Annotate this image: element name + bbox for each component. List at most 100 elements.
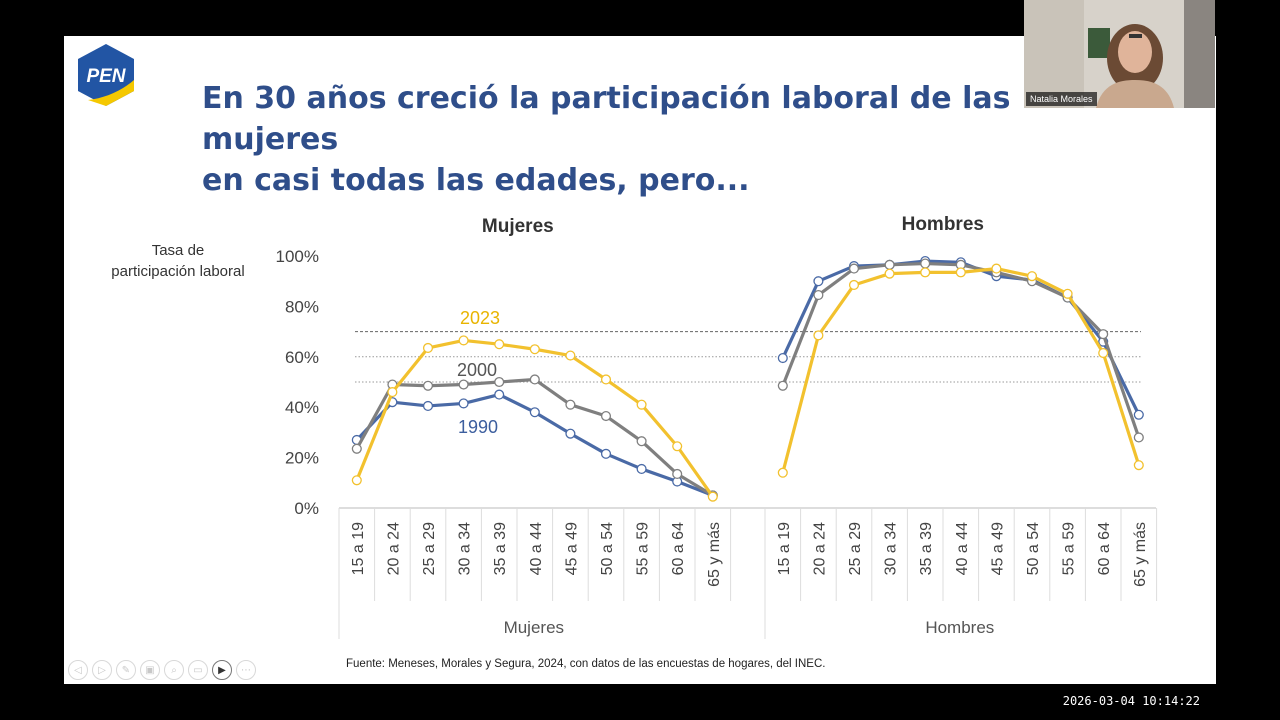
- pen-logo: PEN: [78, 44, 134, 106]
- timestamp: 2026-03-04 10:14:22: [1062, 694, 1200, 708]
- data-point-2000: [920, 258, 931, 269]
- data-point-2023: [1062, 288, 1073, 299]
- x-tick-label: 35 a 39: [918, 522, 935, 575]
- data-point-2000: [494, 376, 505, 388]
- toolbar-button-0[interactable]: ◁: [68, 660, 88, 680]
- y-tick-label: 60%: [285, 348, 319, 367]
- group-label: Mujeres: [504, 618, 564, 637]
- data-point-2000: [777, 380, 788, 391]
- data-point-1990: [458, 398, 469, 409]
- data-point-2023: [1026, 271, 1038, 282]
- toolbar-button-2[interactable]: ✎: [116, 660, 136, 680]
- participation-chart: Tasa de participación laboral 0% 20% 40% 60% 8…: [111, 214, 1158, 639]
- logo-text: PEN: [86, 66, 126, 87]
- participant-name: Natalia Morales: [1026, 92, 1097, 106]
- x-tick-label: 40 a 44: [528, 522, 545, 575]
- slide-title: En 30 años creció la participación labor…: [202, 78, 1122, 201]
- x-tick-label: 65 y más: [1132, 522, 1149, 587]
- title-line-1: En 30 años creció la participación labor…: [202, 81, 1011, 157]
- toolbar-button-7[interactable]: ⋯: [236, 660, 256, 680]
- series-label-2023: 2023: [460, 308, 500, 328]
- data-point-2023: [1133, 460, 1144, 471]
- source-note: Fuente: Meneses, Morales y Segura, 2024,…: [346, 658, 826, 670]
- data-point-2023: [955, 267, 966, 278]
- x-tick-label: 30 a 34: [883, 522, 900, 575]
- data-point-2000: [600, 410, 612, 422]
- data-point-2023: [351, 475, 362, 486]
- x-tick-label: 35 a 39: [492, 522, 509, 575]
- x-tick-label: 50 a 54: [1025, 522, 1042, 575]
- data-point-2000: [351, 443, 362, 454]
- series-line-2023: [781, 267, 1141, 474]
- toolbar-button-6[interactable]: ▶: [212, 660, 232, 680]
- x-tick-label: 60 a 64: [670, 522, 687, 575]
- data-point-1990: [777, 353, 788, 364]
- y-axis-label: participación laboral: [111, 263, 244, 280]
- series-line-2000: [355, 377, 714, 497]
- slide: PEN En 30 años creció la participación l…: [64, 36, 1216, 684]
- data-point-2023: [387, 387, 398, 398]
- data-point-2023: [777, 467, 788, 478]
- data-point-2000: [884, 259, 895, 270]
- data-point-1990: [1133, 409, 1144, 420]
- toolbar-button-4[interactable]: ⌕: [164, 660, 184, 680]
- x-tick-label: 50 a 54: [599, 522, 616, 575]
- panel-title: Hombres: [902, 214, 984, 235]
- data-point-1990: [813, 276, 824, 287]
- y-tick-label: 40%: [285, 398, 319, 417]
- data-point-1990: [600, 448, 612, 459]
- data-point-1990: [529, 407, 540, 418]
- webcam-image: [1024, 0, 1215, 108]
- data-point-2000: [636, 436, 647, 447]
- x-tick-label: 25 a 29: [847, 522, 864, 575]
- data-point-2023: [707, 491, 718, 502]
- data-point-2023: [672, 441, 683, 452]
- x-tick-label: 15 a 19: [350, 522, 367, 575]
- x-tick-label: 40 a 44: [954, 522, 971, 575]
- data-point-1990: [494, 389, 505, 400]
- data-point-2023: [494, 339, 505, 350]
- y-tick-label: 80%: [285, 297, 319, 316]
- data-point-2000: [1098, 329, 1109, 340]
- x-tick-label: 45 a 49: [989, 522, 1006, 575]
- x-tick-label: 60 a 64: [1096, 522, 1113, 575]
- data-point-2023: [920, 267, 931, 278]
- data-point-2023: [813, 330, 824, 341]
- x-tick-label: 30 a 34: [457, 522, 474, 575]
- data-point-2000: [422, 380, 434, 391]
- data-point-2023: [848, 279, 860, 291]
- panel-title: Mujeres: [482, 216, 554, 237]
- x-tick-label: 15 a 19: [776, 522, 793, 575]
- series-line-2023: [355, 338, 715, 498]
- x-tick-label: 65 y más: [706, 522, 723, 587]
- series-line-2000: [781, 261, 1141, 438]
- data-point-2023: [636, 399, 647, 410]
- data-point-2023: [600, 374, 612, 385]
- y-tick-label: 0%: [294, 499, 319, 518]
- series-line-1990: [781, 259, 1141, 416]
- x-tick-label: 20 a 24: [385, 522, 402, 575]
- data-point-2000: [1133, 432, 1144, 443]
- title-line-2: en casi todas las edades, pero...: [202, 163, 750, 198]
- data-point-2023: [529, 344, 540, 355]
- data-point-1990: [565, 428, 576, 439]
- toolbar-button-3[interactable]: ▣: [140, 660, 160, 680]
- toolbar-button-1[interactable]: ▷: [92, 660, 112, 680]
- x-tick-label: 45 a 49: [563, 522, 580, 575]
- data-point-1990: [636, 463, 647, 474]
- toolbar-button-5[interactable]: ▭: [188, 660, 208, 680]
- data-point-2023: [1098, 347, 1109, 359]
- data-point-2023: [422, 342, 434, 354]
- data-point-2000: [565, 399, 576, 410]
- data-point-2000: [529, 374, 540, 385]
- data-point-2023: [884, 268, 895, 279]
- y-tick-label: 100%: [276, 247, 319, 266]
- x-tick-label: 25 a 29: [421, 522, 438, 575]
- group-label: Hombres: [925, 618, 994, 637]
- data-point-2000: [672, 468, 683, 480]
- data-point-2023: [991, 263, 1002, 274]
- data-point-1990: [422, 400, 434, 411]
- presentation-toolbar: ◁ ▷ ✎ ▣ ⌕ ▭ ▶ ⋯: [68, 660, 256, 680]
- series-label-1990: 1990: [458, 417, 498, 437]
- series-label-2000: 2000: [457, 360, 497, 380]
